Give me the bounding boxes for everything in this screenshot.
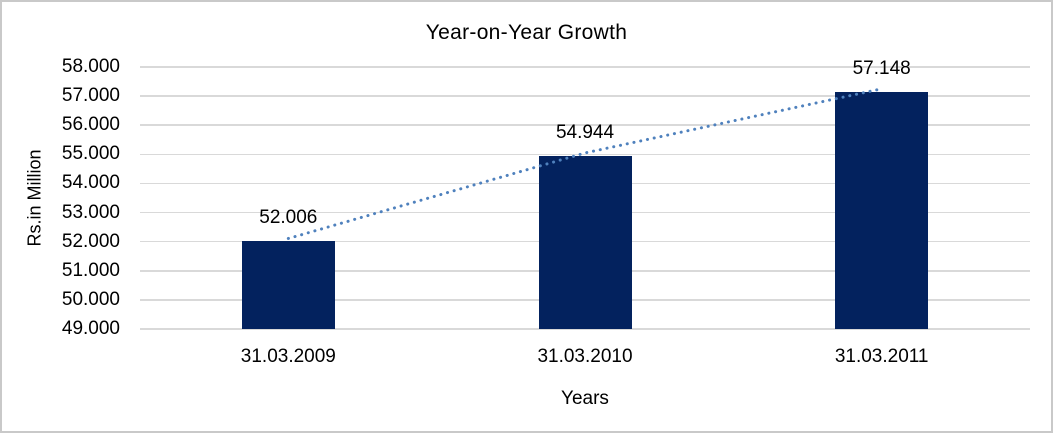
data-label: 52.006 — [259, 207, 318, 229]
data-label: 57.148 — [852, 57, 911, 79]
y-tick-label: 52.000 — [61, 230, 120, 252]
y-tick-label: 57.000 — [61, 85, 120, 107]
x-tick-label: 31.03.2009 — [240, 346, 336, 367]
gridline — [140, 66, 1030, 68]
y-tick-label: 58.000 — [61, 56, 120, 77]
y-tick-label: 50.000 — [61, 288, 120, 310]
y-tick-label: 55.000 — [61, 143, 120, 165]
x-tick-label: 31.03.2010 — [537, 346, 633, 367]
y-tick-label: 53.000 — [61, 201, 120, 223]
chart-title: Year-on-Year Growth — [425, 21, 628, 44]
x-axis-title: Years — [561, 388, 609, 409]
bar — [538, 155, 632, 329]
x-tick-label: 31.03.2011 — [834, 346, 929, 367]
gridline — [140, 328, 1030, 330]
y-tick-label: 51.000 — [61, 259, 120, 281]
y-tick-label: 54.000 — [61, 172, 120, 194]
data-label: 54.944 — [555, 121, 615, 143]
bar — [835, 91, 929, 329]
bar — [241, 241, 335, 329]
y-tick-label: 49.000 — [61, 318, 120, 339]
y-tick-label: 56.000 — [61, 114, 120, 136]
